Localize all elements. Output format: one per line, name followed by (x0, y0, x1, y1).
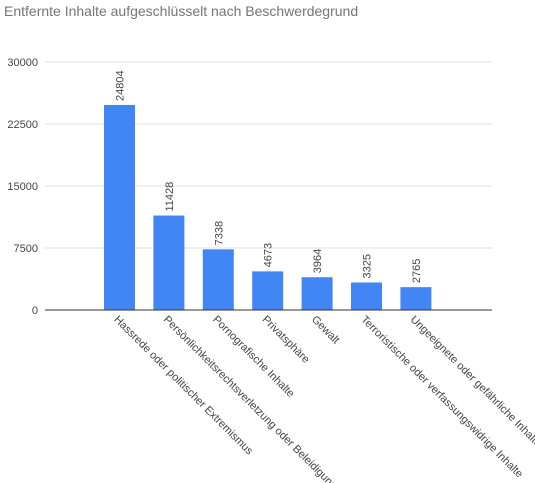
y-tick-label: 22500 (7, 119, 38, 131)
data-label: 4673 (263, 243, 275, 267)
bar (104, 104, 135, 310)
data-label: 24804 (115, 70, 127, 101)
data-labels: 24804 11428 7338 4673 3964 3325 2765 (115, 70, 423, 283)
y-axis: 0 7500 15000 22500 30000 (7, 57, 38, 317)
bars (104, 104, 432, 310)
x-axis: Hassrede oder politischer ExtremismusPer… (45, 309, 535, 483)
data-label: 3325 (362, 254, 374, 278)
bar (301, 277, 333, 310)
bar (400, 287, 432, 310)
category-label: Privatsphäre (260, 314, 312, 366)
bar (202, 249, 234, 310)
bar (153, 215, 185, 310)
bar (252, 271, 284, 310)
data-label: 2765 (411, 259, 423, 283)
category-label: Persönlichkeitsrechtsverletzung oder Bel… (161, 314, 339, 483)
chart-title: Entfernte Inhalte aufgeschlüsselt nach B… (4, 3, 359, 19)
y-tick-label: 0 (32, 305, 38, 317)
y-tick-label: 30000 (7, 57, 38, 69)
category-label: Gewalt (309, 314, 342, 347)
data-label: 11428 (164, 182, 176, 212)
data-label: 3964 (312, 249, 324, 273)
y-tick-label: 15000 (7, 181, 38, 193)
category-label: Pornografische Inhalte (210, 314, 296, 400)
data-label: 7338 (213, 221, 225, 245)
bar (351, 282, 382, 310)
y-tick-label: 7500 (14, 243, 38, 255)
